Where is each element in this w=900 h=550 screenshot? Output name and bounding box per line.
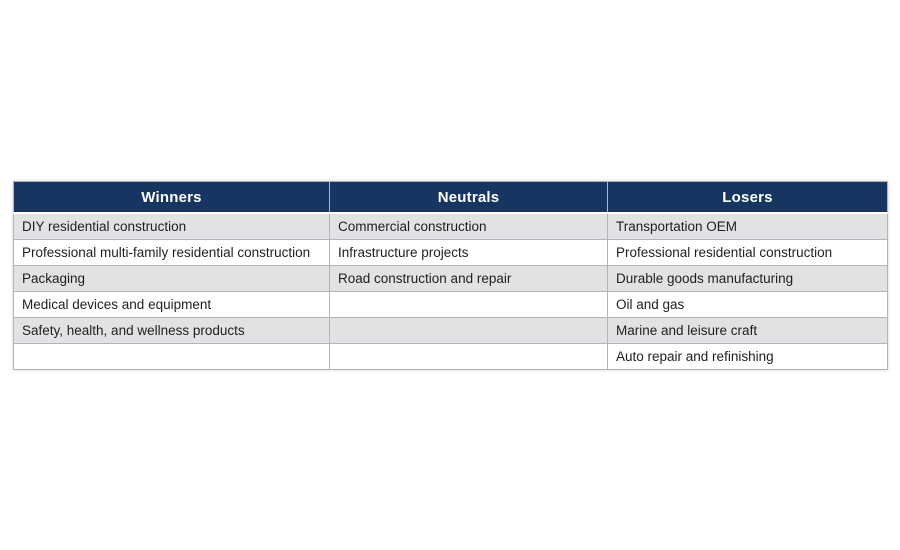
table-cell: Packaging — [13, 265, 330, 292]
table-cell: Infrastructure projects — [329, 239, 608, 266]
table-cell: Commercial construction — [329, 212, 608, 240]
table-cell: Medical devices and equipment — [13, 291, 330, 318]
table-cell: Marine and leisure craft — [607, 317, 888, 344]
table-cell: Road construction and repair — [329, 265, 608, 292]
table-cell: Safety, health, and wellness products — [13, 317, 330, 344]
table-row: Professional multi-family residential co… — [13, 239, 888, 266]
table-row: Auto repair and refinishing — [13, 343, 888, 370]
table-row: Packaging Road construction and repair D… — [13, 265, 888, 292]
table-cell — [329, 317, 608, 344]
table-cell: Oil and gas — [607, 291, 888, 318]
table-cell: Professional residential construction — [607, 239, 888, 266]
column-header-neutrals: Neutrals — [329, 181, 608, 214]
table-cell: DIY residential construction — [13, 212, 330, 240]
table-cell: Auto repair and refinishing — [607, 343, 888, 370]
table-row: Safety, health, and wellness products Ma… — [13, 317, 888, 344]
column-header-winners: Winners — [13, 181, 330, 214]
table-row: Medical devices and equipment Oil and ga… — [13, 291, 888, 318]
column-header-losers: Losers — [607, 181, 888, 214]
table-row: DIY residential construction Commercial … — [13, 212, 888, 240]
table-cell: Durable goods manufacturing — [607, 265, 888, 292]
table-cell — [329, 291, 608, 318]
table-cell — [329, 343, 608, 370]
header-row: Winners Neutrals Losers — [13, 181, 888, 214]
industry-impact-table: Winners Neutrals Losers DIY residential … — [13, 181, 888, 370]
table-cell: Professional multi-family residential co… — [13, 239, 330, 266]
table-cell: Transportation OEM — [607, 212, 888, 240]
table-cell — [13, 343, 330, 370]
